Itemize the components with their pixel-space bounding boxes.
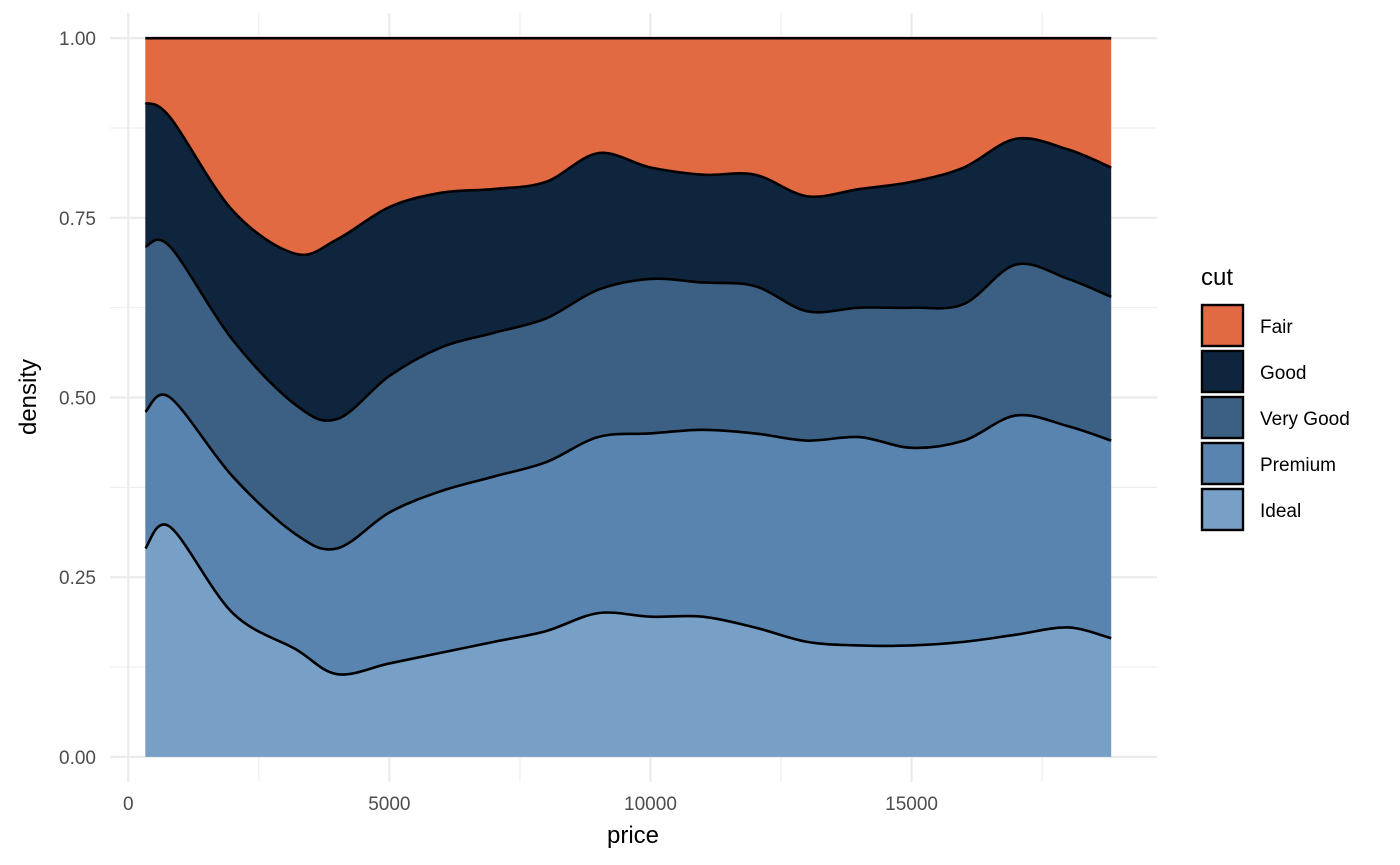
plot-outlines xyxy=(144,36,1112,676)
x-tick-label: 0 xyxy=(123,794,134,815)
y-tick-label: 0.75 xyxy=(59,209,96,230)
boundary-line xyxy=(144,101,1112,257)
y-tick-label: 0.25 xyxy=(59,568,96,589)
legend-key-good xyxy=(1200,349,1245,394)
legend-key-fair xyxy=(1200,303,1245,348)
x-tick-label: 5000 xyxy=(368,794,410,815)
plot-areas xyxy=(145,38,1112,757)
area-premium xyxy=(145,394,1112,675)
y-axis-ticks: 0.00 0.25 0.50 0.75 1.00 xyxy=(59,29,96,769)
area-good xyxy=(145,102,1112,421)
boundary-line xyxy=(144,393,1112,551)
x-tick-label: 15000 xyxy=(885,794,938,815)
area-fair xyxy=(145,38,1112,255)
legend-key-ideal xyxy=(1200,487,1245,532)
legend-label-premium: Premium xyxy=(1260,455,1336,476)
legend: cut Fair Good Very Good Premium Ideal xyxy=(1200,264,1350,532)
legend-label-very-good: Very Good xyxy=(1260,409,1350,430)
y-tick-label: 1.00 xyxy=(59,29,96,50)
legend-key-premium xyxy=(1200,441,1245,486)
x-axis-title: price xyxy=(607,822,659,849)
boundary-line xyxy=(144,523,1112,676)
x-tick-label: 10000 xyxy=(624,794,677,815)
area-ideal xyxy=(145,524,1112,757)
y-tick-label: 0.00 xyxy=(59,748,96,769)
y-tick-label: 0.50 xyxy=(59,389,96,410)
x-axis-ticks: 0 5000 10000 15000 xyxy=(123,794,938,815)
boundary-line xyxy=(144,238,1112,422)
legend-label-ideal: Ideal xyxy=(1260,501,1301,522)
legend-label-fair: Fair xyxy=(1260,317,1293,338)
area-very-good xyxy=(145,239,1112,550)
legend-title: cut xyxy=(1201,264,1233,291)
legend-key-very-good xyxy=(1200,395,1245,440)
y-axis-title: density xyxy=(15,359,42,435)
legend-label-good: Good xyxy=(1260,363,1306,384)
